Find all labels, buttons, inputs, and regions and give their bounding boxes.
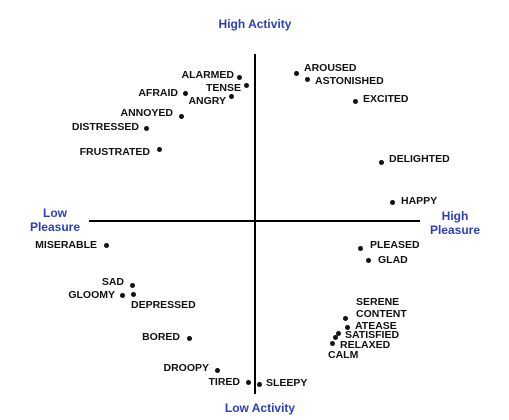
- axis-label-left: Low Pleasure: [22, 206, 88, 234]
- emotion-label-aroused: AROUSED: [304, 62, 357, 74]
- emotion-label-delighted: DELIGHTED: [389, 153, 450, 165]
- emotion-label-afraid: AFRAID: [138, 87, 178, 99]
- emotion-dot-distressed: [143, 125, 149, 131]
- emotion-dot-tired: [245, 379, 251, 385]
- emotion-label-atease: ATEASE: [355, 320, 397, 332]
- emotion-dot-relaxed: [332, 334, 338, 340]
- emotion-label-tense: TENSE: [205, 82, 241, 94]
- emotion-dot-alarmed: [236, 74, 242, 80]
- emotion-dot-afraid: [182, 90, 188, 96]
- emotion-dot-satisfied: [335, 330, 341, 336]
- emotion-label-astonished: ASTONISHED: [315, 75, 384, 87]
- emotion-dot-gloomy-2: [130, 291, 136, 297]
- emotion-dot-content: [342, 315, 348, 321]
- emotion-dot-frustrated: [156, 146, 162, 152]
- emotion-label-happy: HAPPY: [401, 195, 438, 207]
- axis-label-right-line2: Pleasure: [429, 223, 481, 237]
- axis-label-right: High Pleasure: [424, 209, 486, 237]
- emotion-label-glad: GLAD: [378, 254, 408, 266]
- emotion-dot-tense: [243, 82, 249, 88]
- emotion-dot-bored: [186, 335, 192, 341]
- emotion-dot-gloomy: [119, 292, 125, 298]
- emotion-label-excited: EXCITED: [363, 93, 409, 105]
- emotion-label-depressed: DEPRESSED: [131, 299, 196, 311]
- emotion-label-angry: ANGRY: [188, 95, 226, 107]
- emotion-dot-droopy: [214, 367, 220, 373]
- emotion-dot-annoyed: [178, 113, 184, 119]
- emotion-label-alarmed: ALARMED: [181, 69, 235, 81]
- emotion-label-calm: CALM: [328, 349, 359, 361]
- emotion-dot-glad: [365, 257, 371, 263]
- emotion-label-miserable: MISERABLE: [35, 239, 97, 251]
- emotion-label-annoyed: ANNOYED: [120, 107, 173, 119]
- emotion-label-droopy: DROOPY: [163, 362, 209, 374]
- emotion-dot-aroused: [293, 70, 299, 76]
- emotion-dot-happy: [389, 199, 395, 205]
- axis-label-right-line1: High: [441, 209, 469, 223]
- emotion-label-sleepy: SLEEPY: [266, 377, 308, 389]
- emotion-label-satisfied: SATISFIED: [345, 329, 400, 341]
- emotion-dot-delighted: [378, 159, 384, 165]
- emotion-label-pleased: PLEASED: [370, 239, 420, 251]
- emotion-label-frustrated: FRUSTRATED: [79, 146, 150, 158]
- emotion-label-relaxed: RELAXED: [340, 339, 391, 351]
- emotion-label-gloomy: GLOOMY: [68, 289, 115, 301]
- emotion-dot-sad: [129, 282, 135, 288]
- axis-label-left-line2: Pleasure: [29, 220, 81, 234]
- emotion-label-content: CONTENT: [356, 308, 407, 320]
- emotion-dot-atease: [344, 324, 350, 330]
- axis-label-left-line1: Low: [43, 206, 67, 220]
- emotion-dot-miserable: [103, 242, 109, 248]
- emotion-dot-pleased: [357, 245, 363, 251]
- vertical-axis: [254, 54, 256, 394]
- axis-label-top: High Activity: [218, 17, 292, 31]
- emotion-dot-angry: [228, 93, 234, 99]
- emotion-label-distressed: DISTRESSED: [71, 121, 139, 133]
- emotion-label-sad: SAD: [101, 276, 124, 288]
- axis-label-bottom: Low Activity: [224, 401, 296, 415]
- emotion-dot-sleepy: [256, 381, 262, 387]
- emotion-dot-astonished: [304, 76, 310, 82]
- emotion-dot-excited: [352, 98, 358, 104]
- emotion-label-serene: SERENE: [356, 296, 400, 308]
- emotion-label-tired: TIRED: [208, 376, 241, 388]
- emotion-label-bored: BORED: [142, 331, 180, 343]
- emotion-dot-calm: [329, 340, 335, 346]
